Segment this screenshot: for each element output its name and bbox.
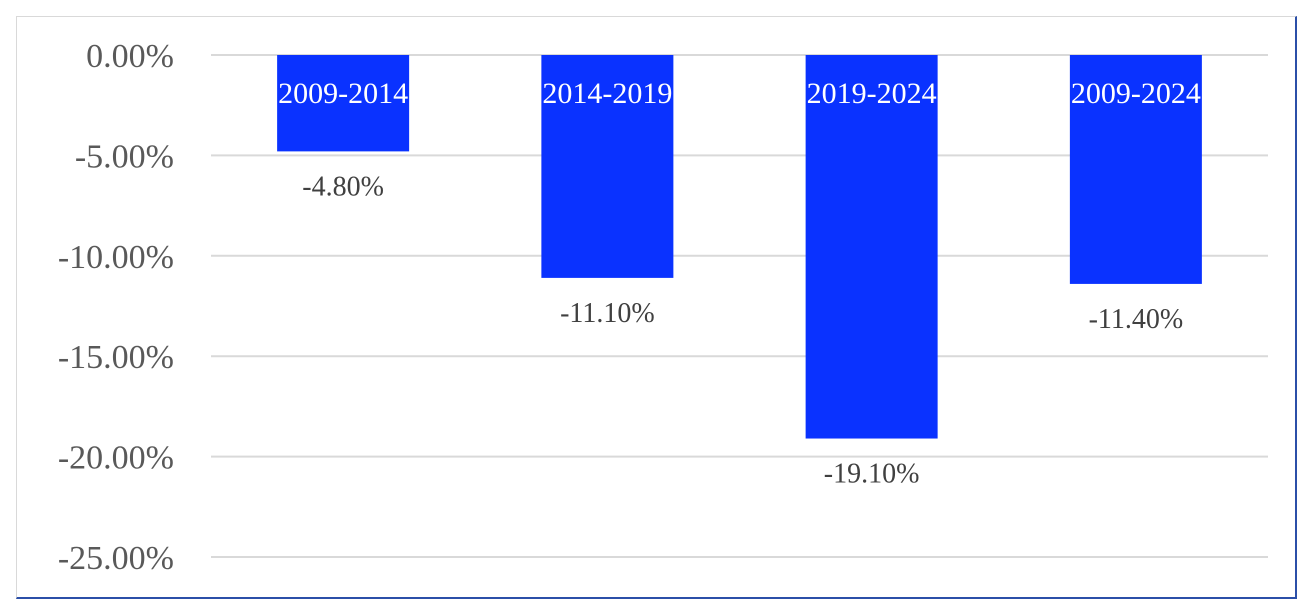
bar xyxy=(805,55,938,439)
y-tick-label: -15.00% xyxy=(58,339,174,376)
data-label: -19.10% xyxy=(824,459,920,490)
bar xyxy=(541,55,674,278)
category-label: 2019-2024 xyxy=(807,77,937,110)
data-label: -4.80% xyxy=(302,171,384,202)
y-tick-label: -20.00% xyxy=(58,440,174,477)
chart-frame xyxy=(16,16,1297,599)
bars xyxy=(277,55,1202,439)
bar xyxy=(277,55,410,152)
y-axis-tick-labels: 0.00% -5.00% -10.00% -15.00% -20.00% -25.00% xyxy=(58,38,174,577)
y-tick-label: -10.00% xyxy=(58,239,174,276)
labels: 2009-2014 -4.80% 2014-2019 -11.10% 2019-2024… xyxy=(278,77,1201,490)
category-label: 2009-2024 xyxy=(1071,77,1201,110)
data-label: -11.10% xyxy=(560,298,655,329)
category-label: 2009-2014 xyxy=(278,77,408,110)
y-tick-label: 0.00% xyxy=(86,38,174,75)
category-label: 2014-2019 xyxy=(542,77,672,110)
y-tick-label: -5.00% xyxy=(75,138,174,175)
y-tick-label: -25.00% xyxy=(58,540,174,577)
bar xyxy=(1069,55,1202,284)
data-label: -11.40% xyxy=(1089,304,1184,335)
